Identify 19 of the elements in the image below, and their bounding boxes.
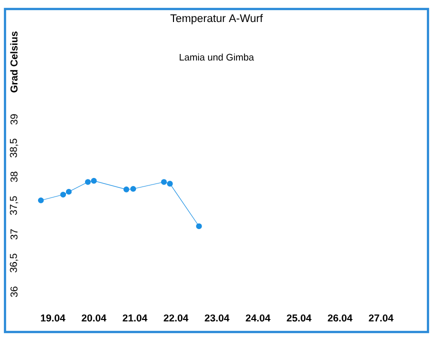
x-tick-label: 26.04 [328, 314, 352, 322]
y-tick-label: 37,5 [10, 196, 18, 215]
x-tick-label: 22.04 [164, 314, 188, 322]
y-tick-label: 38,5 [10, 138, 18, 158]
x-tick-label: 25.04 [286, 314, 312, 322]
y-tick-label: 39 [10, 114, 18, 125]
x-tick-label: 23.04 [204, 314, 230, 322]
x-tick-label: 19.04 [40, 314, 66, 322]
y-tick-label: 38 [10, 172, 18, 182]
x-tick-label: 20.04 [82, 314, 106, 322]
y-tick-label: 36,5 [10, 254, 18, 272]
y-tick-label: 36 [10, 286, 18, 297]
y-tick-label: 37 [10, 229, 18, 240]
chart-title: Temperatur A-Wurf [170, 14, 263, 24]
x-tick-label: 24.04 [246, 314, 270, 322]
x-tick-label: 27.04 [368, 314, 394, 322]
y-axis-title: Grad Celsius [10, 32, 18, 92]
text: Lamia und Gimba [180, 54, 254, 61]
x-tick-label: 21.04 [122, 314, 148, 322]
